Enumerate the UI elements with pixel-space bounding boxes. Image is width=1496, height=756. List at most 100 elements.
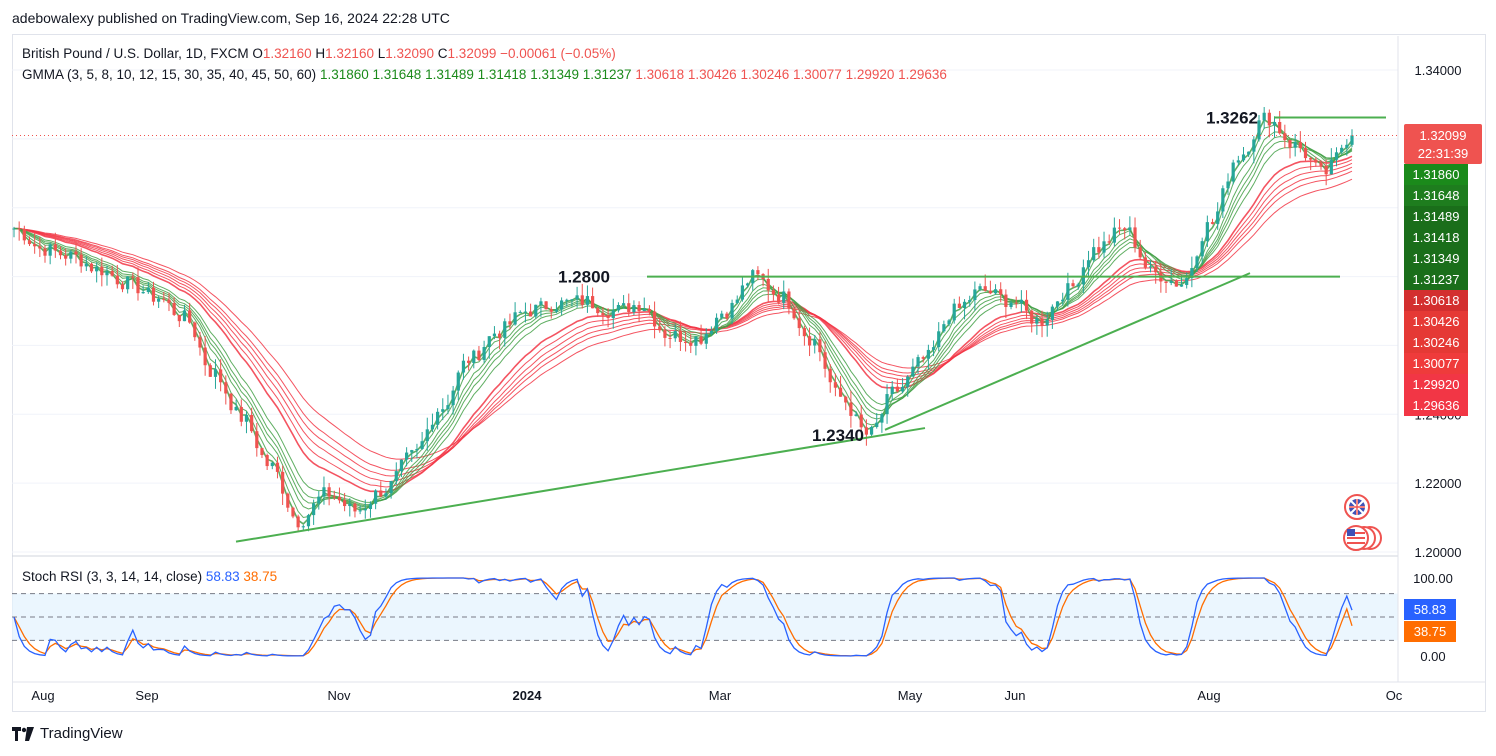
candle-body xyxy=(172,303,176,315)
candle-body xyxy=(461,360,466,373)
candle-body xyxy=(756,270,760,275)
candle-body xyxy=(1014,302,1018,304)
candle-body xyxy=(875,422,879,427)
countdown-value: 22:31:39 xyxy=(1418,146,1469,161)
candle-body xyxy=(1236,160,1240,163)
candle-body xyxy=(69,251,73,259)
candle-body xyxy=(1324,165,1328,175)
gmma-short-legend-value: 1.31860 xyxy=(320,67,373,82)
candle-body xyxy=(301,526,305,528)
stoch-d-badge: 38.75 xyxy=(1404,621,1456,642)
candle-body xyxy=(456,372,460,391)
candle-body xyxy=(523,311,528,313)
candle-body xyxy=(1138,247,1142,258)
gmma-short-badge-value: 1.31418 xyxy=(1413,230,1460,245)
candle-body xyxy=(89,263,94,272)
candle-body xyxy=(399,459,404,472)
candle-body xyxy=(704,333,708,344)
candle-body xyxy=(389,480,393,494)
candle-body xyxy=(219,369,223,383)
candle-body xyxy=(1350,135,1354,145)
stoch-k-badge: 58.83 xyxy=(1404,599,1456,620)
time-axis-label: 2024 xyxy=(513,688,543,703)
candle-body xyxy=(95,266,99,272)
candle-body xyxy=(1329,159,1333,175)
gmma-long-legend-value: 1.30077 xyxy=(793,67,846,82)
candle-body xyxy=(1190,268,1194,279)
candle-body xyxy=(244,414,249,422)
candle-body xyxy=(864,427,868,435)
gmma-short-badge: 1.31349 xyxy=(1404,248,1468,269)
candle-body xyxy=(275,462,280,472)
candle-body xyxy=(33,244,37,247)
candle-body xyxy=(425,429,429,442)
candle-body xyxy=(1216,211,1220,224)
candle-body xyxy=(838,387,843,397)
candle-body xyxy=(410,450,414,453)
gmma-long-legend-value: 1.29920 xyxy=(846,67,899,82)
candle-body xyxy=(198,337,202,348)
candle-body xyxy=(12,228,16,230)
candle-body xyxy=(1117,227,1122,229)
candle-body xyxy=(1345,144,1349,148)
candle-body xyxy=(900,386,905,392)
gmma-short-legend-value: 1.31349 xyxy=(530,67,583,82)
candle-body xyxy=(43,248,47,256)
candle-body xyxy=(105,271,109,276)
legend-part: 1.32099 xyxy=(448,46,501,61)
candle-body xyxy=(859,414,863,428)
candle-body xyxy=(291,507,295,517)
gmma-short-legend-value: 1.31648 xyxy=(373,67,426,82)
candle-body xyxy=(141,291,145,294)
time-axis-label: Oc xyxy=(1386,688,1403,703)
candle-body xyxy=(1314,159,1318,163)
candle-body xyxy=(952,303,956,321)
candle-body xyxy=(234,406,238,411)
gmma-short-line xyxy=(13,146,1353,503)
stoch-k-legend: 58.83 xyxy=(206,569,244,584)
candle-body xyxy=(1303,148,1308,159)
candle-body xyxy=(942,324,946,332)
candle-body xyxy=(1009,302,1013,307)
candle-body xyxy=(1283,133,1287,141)
gmma-short-ribbon xyxy=(13,118,1353,525)
level-annotation: 1.2340 xyxy=(812,426,864,445)
stoch-rsi-legend: Stoch RSI (3, 3, 14, 14, close) 58.83 38… xyxy=(22,569,277,584)
candle-body xyxy=(1055,301,1060,307)
candle-body xyxy=(363,508,367,511)
candle-body xyxy=(921,357,925,359)
candle-body xyxy=(358,510,362,512)
candle-body xyxy=(1143,257,1147,268)
candle-body xyxy=(616,305,621,311)
gmma-short-line xyxy=(13,131,1353,510)
candle-body xyxy=(84,263,88,267)
candle-body xyxy=(74,251,78,255)
price-axis-tick: 1.34000 xyxy=(1415,63,1462,78)
candle-body xyxy=(38,246,42,249)
stoch-d-badge-value: 38.75 xyxy=(1414,624,1447,639)
candle-body xyxy=(1004,294,1008,307)
tradingview-footer[interactable]: TradingView xyxy=(12,725,123,742)
candle-body xyxy=(120,284,125,290)
candle-body xyxy=(968,300,972,302)
candle-body xyxy=(27,240,32,245)
gmma-short-badge: 1.31860 xyxy=(1404,164,1468,185)
candle-body xyxy=(343,500,347,507)
candle-body xyxy=(353,503,357,512)
candle-body xyxy=(415,448,419,451)
candle-body xyxy=(436,411,440,425)
candle-body xyxy=(1210,222,1215,224)
candle-body xyxy=(384,493,388,497)
publisher-line: adebowalexy published on TradingView.com… xyxy=(12,10,450,26)
candle-body xyxy=(988,290,992,294)
candle-body xyxy=(570,299,574,301)
gmma-short-line xyxy=(13,124,1353,519)
gmma-long-badge-value: 1.30077 xyxy=(1413,356,1460,371)
candle-body xyxy=(849,402,853,416)
chart-frame xyxy=(12,34,1486,712)
candle-body xyxy=(606,315,610,318)
candle-body xyxy=(1092,247,1096,261)
candle-body xyxy=(1019,299,1023,304)
candle-body xyxy=(487,336,491,348)
